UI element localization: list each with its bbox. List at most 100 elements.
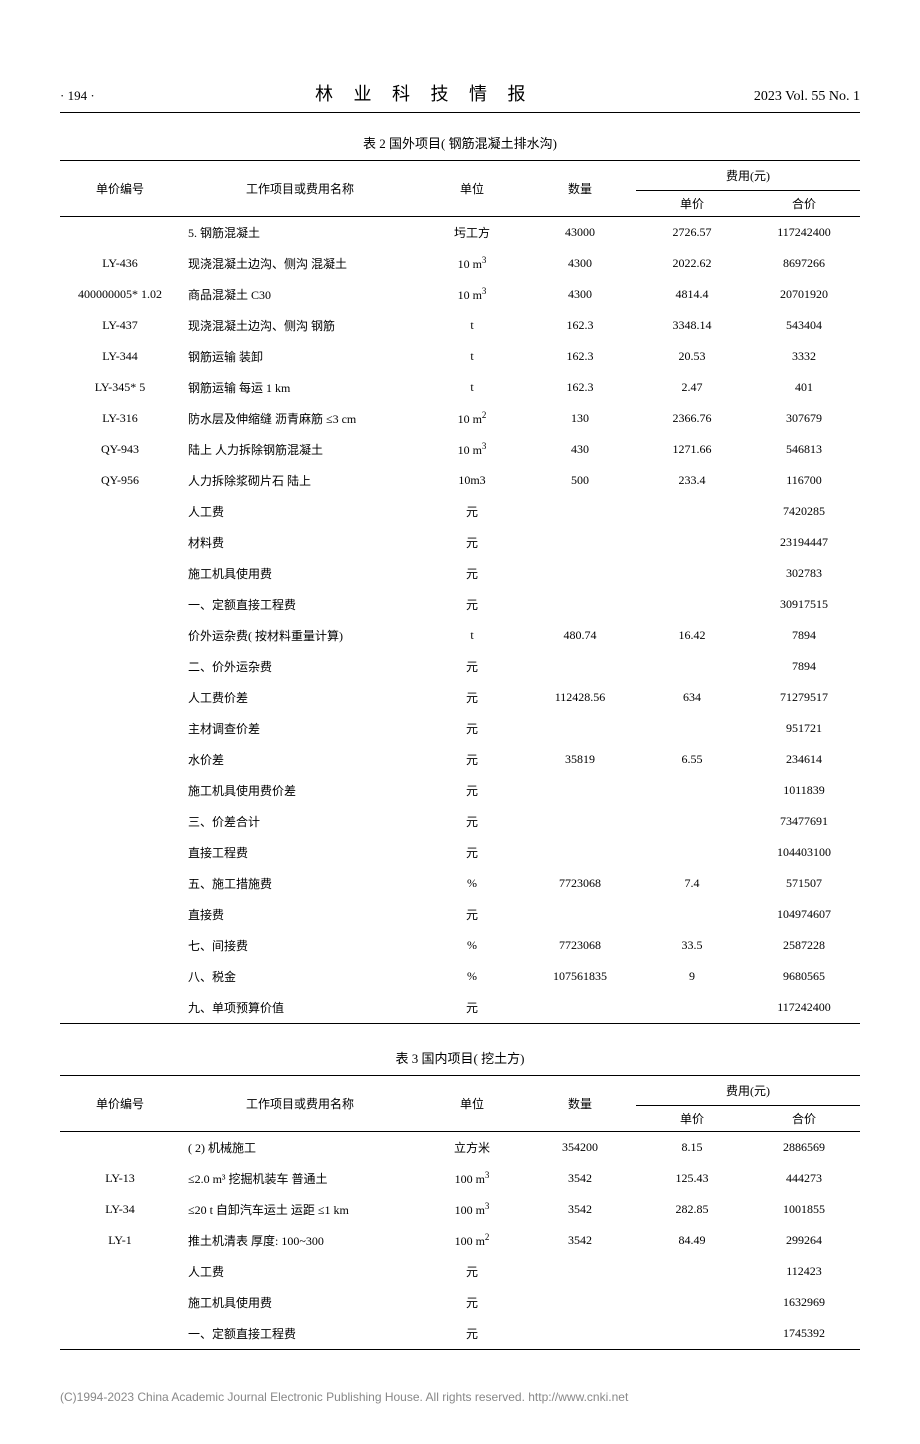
table-cell: 307679 [748,403,860,434]
table-cell: 施工机具使用费 [180,558,420,589]
table-cell: 35819 [524,744,636,775]
table-cell: 人力拆除浆砌片石 陆上 [180,465,420,496]
table-cell: 2366.76 [636,403,748,434]
table-cell [60,589,180,620]
table-cell: 元 [420,744,524,775]
table-cell: 20701920 [748,279,860,310]
table-row: 价外运杂费( 按材料重量计算)t480.7416.427894 [60,620,860,651]
table-cell: 100 m3 [420,1163,524,1194]
table-row: 三、价差合计元73477691 [60,806,860,837]
table-cell: 20.53 [636,341,748,372]
table-cell: 人工费 [180,496,420,527]
table-row: 施工机具使用费元302783 [60,558,860,589]
table-cell [60,651,180,682]
table-cell: 人工费价差 [180,682,420,713]
table-cell [60,930,180,961]
table-cell: 7723068 [524,930,636,961]
table-cell: 162.3 [524,310,636,341]
table-cell: 10 m2 [420,403,524,434]
th-code: 单价编号 [60,1076,180,1132]
table-cell: 117242400 [748,217,860,249]
table-cell: 钢筋运输 每运 1 km [180,372,420,403]
table-cell: 71279517 [748,682,860,713]
table-cell: 16.42 [636,620,748,651]
table-cell [524,1287,636,1318]
table-cell: 9 [636,961,748,992]
table-cell: 125.43 [636,1163,748,1194]
table-cell [60,1132,180,1164]
table-cell [524,558,636,589]
table-cell [60,1318,180,1350]
table-cell: 元 [420,806,524,837]
table-cell: 84.49 [636,1225,748,1256]
table-cell: 10m3 [420,465,524,496]
table-cell: 元 [420,496,524,527]
table-cell: t [420,372,524,403]
table-row: 一、定额直接工程费元30917515 [60,589,860,620]
table-cell: QY-956 [60,465,180,496]
table-cell: 元 [420,713,524,744]
th-cost-group: 费用(元) [636,161,860,191]
table-row: 主材调查价差元951721 [60,713,860,744]
table-cell [636,589,748,620]
table-row: 施工机具使用费价差元1011839 [60,775,860,806]
table-cell [524,527,636,558]
table-cell [636,496,748,527]
table-row: 八、税金%10756183599680565 [60,961,860,992]
table-cell [636,992,748,1024]
table-cell [60,527,180,558]
table3: 单价编号 工作项目或费用名称 单位 数量 费用(元) 单价 合价 ( 2) 机械… [60,1075,860,1350]
table-row: 材料费元23194447 [60,527,860,558]
table-cell [524,1318,636,1350]
table-cell: LY-436 [60,248,180,279]
table-cell: 2587228 [748,930,860,961]
table-cell: 一、定额直接工程费 [180,1318,420,1350]
table-cell: 3542 [524,1163,636,1194]
table-cell: 直接费 [180,899,420,930]
table-cell: 元 [420,1287,524,1318]
table-cell [60,744,180,775]
table-cell: LY-344 [60,341,180,372]
th-unit: 单位 [420,1076,524,1132]
table-cell: 10 m3 [420,434,524,465]
table-cell: 10 m3 [420,248,524,279]
table-cell: 三、价差合计 [180,806,420,837]
table-cell: 571507 [748,868,860,899]
issue-info: 2023 Vol. 55 No. 1 [754,89,860,105]
table-cell: 钢筋运输 装卸 [180,341,420,372]
table-cell: % [420,961,524,992]
table-cell: 元 [420,558,524,589]
table-cell: 162.3 [524,372,636,403]
table-cell: 7420285 [748,496,860,527]
table-row: LY-345* 5钢筋运输 每运 1 kmt162.32.47401 [60,372,860,403]
table-cell: 施工机具使用费价差 [180,775,420,806]
table-cell: 543404 [748,310,860,341]
table-cell: % [420,868,524,899]
table-cell: 234614 [748,744,860,775]
journal-title: 林 业 科 技 情 报 [315,80,534,106]
th-name: 工作项目或费用名称 [180,161,420,217]
table-row: 施工机具使用费元1632969 [60,1287,860,1318]
table-cell: 43000 [524,217,636,249]
table-cell [524,899,636,930]
table-cell: 104974607 [748,899,860,930]
table-cell: 8697266 [748,248,860,279]
table-cell: 主材调查价差 [180,713,420,744]
table-cell [60,775,180,806]
table-cell: 防水层及伸缩缝 沥青麻筋 ≤3 cm [180,403,420,434]
table-cell: 3332 [748,341,860,372]
table-row: 直接工程费元104403100 [60,837,860,868]
table-row: 一、定额直接工程费元1745392 [60,1318,860,1350]
table-cell: 1001855 [748,1194,860,1225]
table-cell [636,1287,748,1318]
table-cell [524,992,636,1024]
table-cell: 人工费 [180,1256,420,1287]
table-cell: 二、价外运杂费 [180,651,420,682]
table-row: ( 2) 机械施工立方米3542008.152886569 [60,1132,860,1164]
th-code: 单价编号 [60,161,180,217]
table-cell [524,589,636,620]
table-cell: 元 [420,992,524,1024]
table-row: LY-316防水层及伸缩缝 沥青麻筋 ≤3 cm10 m21302366.763… [60,403,860,434]
table-cell: 233.4 [636,465,748,496]
table-cell: 1632969 [748,1287,860,1318]
